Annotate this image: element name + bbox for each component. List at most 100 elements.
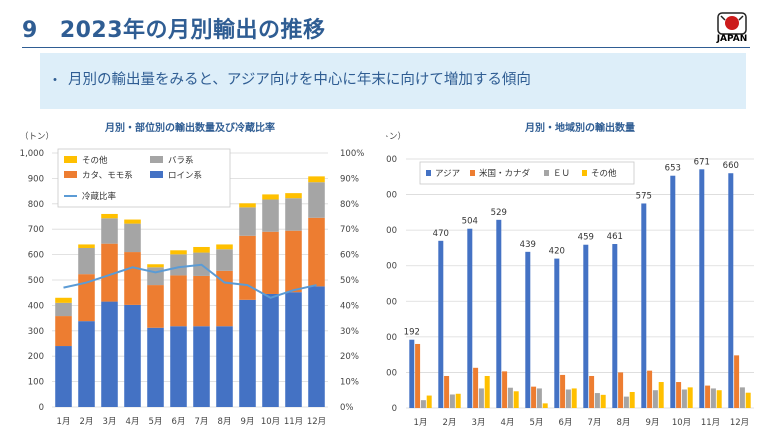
summary-bullet: ・	[48, 73, 62, 89]
legend-label: その他	[82, 155, 108, 166]
y-tick-label: 400	[386, 262, 397, 272]
page-number: 9	[22, 18, 38, 43]
y2-tick-label: 20%	[340, 352, 359, 362]
y2-tick-label: 0%	[340, 403, 354, 413]
legend-swatch	[150, 156, 163, 163]
x-tick-label: 3月	[103, 417, 117, 427]
legend-box	[57, 148, 231, 208]
bar	[542, 403, 548, 408]
bar	[565, 389, 571, 408]
bar-segment	[124, 219, 141, 224]
legend-label: 冷蔵比率	[82, 191, 117, 202]
bar-segment	[170, 254, 187, 276]
bar-segment	[101, 213, 118, 219]
bar	[658, 382, 664, 408]
x-tick-label: 7月	[195, 417, 209, 427]
y-tick-label: 700	[386, 155, 397, 165]
y-tick-label: 200	[28, 352, 44, 362]
chart-export-by-part: 月別・部位別の輸出数量及び冷蔵比率 （トン） 0 100 200 300 400 500 600…	[20, 121, 365, 427]
title-divider	[22, 47, 750, 48]
bar	[484, 375, 490, 408]
y-tick-label: 100	[28, 378, 44, 388]
bar	[415, 343, 421, 408]
bar	[507, 387, 513, 408]
bar	[560, 374, 566, 408]
bar-segment	[78, 247, 95, 275]
bar-segment	[78, 244, 95, 248]
y-tick-label: 400	[28, 301, 44, 311]
x-tick-label: 7月	[588, 418, 602, 428]
bar	[478, 388, 484, 408]
y2-tick-label: 60%	[340, 251, 359, 261]
bar-segment	[101, 218, 118, 244]
bar	[670, 175, 676, 408]
chart-title: 月別・部位別の輸出数量及び冷蔵比率	[104, 121, 275, 134]
x-tick-label: 5月	[530, 418, 544, 428]
y2-tick-label: 70%	[340, 225, 359, 235]
x-tick-label: 12月	[730, 418, 749, 428]
page-title-text: 2023年の月別輸出の推移	[59, 18, 326, 43]
x-tick-label: 5月	[149, 417, 163, 427]
bar	[438, 240, 444, 408]
bar	[687, 387, 693, 408]
x-tick-label: 11月	[284, 417, 303, 427]
page-title: 9 2023年の月別輸出の推移	[22, 12, 326, 44]
bar-segment	[216, 249, 233, 271]
y-unit-label: （トン）	[20, 131, 54, 142]
bar-segment	[308, 182, 325, 218]
x-tick-label: 9月	[646, 418, 660, 428]
bar	[676, 382, 682, 408]
bar-segment	[147, 327, 164, 407]
bar-segment	[239, 207, 256, 236]
y-tick-label: 1,000	[20, 149, 44, 159]
data-label: 439	[520, 240, 536, 250]
bar-segment	[55, 346, 72, 407]
japan-logo: JAPAN	[710, 12, 754, 46]
bar-segment	[147, 267, 164, 286]
bar	[734, 355, 740, 408]
bar	[420, 400, 426, 408]
y-tick-label: 200	[386, 333, 397, 343]
bar	[444, 375, 450, 408]
x-tick-label: 6月	[559, 418, 573, 428]
logo-text: JAPAN	[716, 34, 748, 44]
bar	[618, 372, 624, 408]
bar	[629, 391, 635, 408]
legend-label: カタ、モモ系	[82, 170, 133, 181]
bar	[699, 169, 705, 408]
legend-swatch	[544, 170, 549, 176]
bar	[716, 390, 722, 408]
bar	[536, 388, 542, 408]
legend-swatch	[150, 171, 163, 178]
x-tick-label: 11月	[701, 418, 720, 428]
bar-segment	[193, 246, 210, 253]
y2-tick-label: 90%	[340, 174, 359, 184]
y-tick-label: 600	[386, 191, 397, 201]
bar-segment	[285, 292, 302, 407]
x-tick-label: 9月	[241, 417, 255, 427]
bar	[745, 392, 751, 408]
y-tick-label: 100	[386, 368, 397, 378]
y-tick-label: 600	[28, 251, 44, 261]
bar	[710, 388, 716, 408]
bar	[426, 395, 432, 408]
bar	[739, 387, 745, 408]
y2-tick-label: 40%	[340, 301, 359, 311]
bar-segment	[216, 244, 233, 250]
legend-swatch	[582, 170, 587, 176]
bar	[681, 389, 687, 408]
bar-segment	[147, 285, 164, 328]
bar	[600, 394, 606, 408]
bar-segment	[55, 316, 72, 347]
bar-segment	[101, 301, 118, 407]
legend-label: ロイン系	[168, 170, 202, 181]
data-label: 461	[607, 232, 623, 242]
bar	[571, 388, 577, 408]
bar	[513, 391, 519, 408]
bar	[554, 258, 560, 408]
bar	[705, 385, 711, 408]
bar-segment	[262, 231, 279, 294]
bar-segment	[285, 230, 302, 293]
x-tick-label: 10月	[672, 418, 691, 428]
bar-segment	[55, 297, 72, 303]
